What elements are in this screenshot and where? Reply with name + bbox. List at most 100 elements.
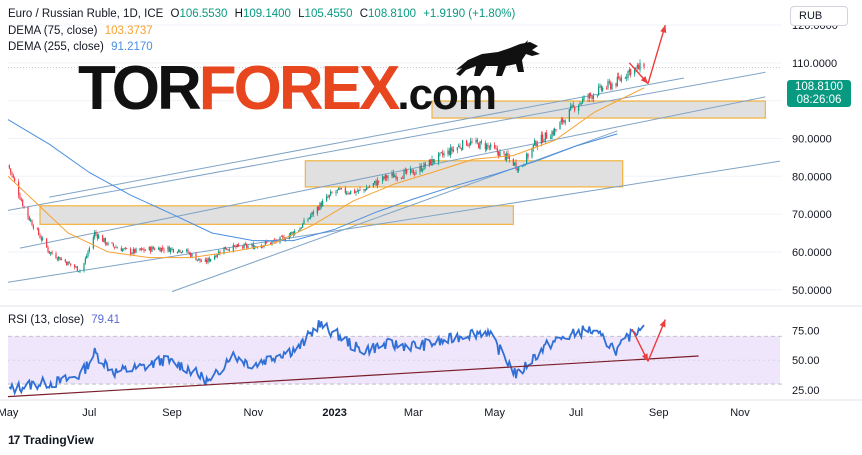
candle-body [302,223,304,228]
candle-body [550,137,552,140]
candle-body [507,153,509,158]
dema75-legend[interactable]: DEMA (75, close) 103.3737 [8,24,157,38]
candle-body [190,252,192,257]
candle-body [451,147,453,152]
rsi-legend[interactable]: RSI (13, close) 79.41 [8,313,124,327]
candle-body [14,178,16,182]
candle-body [440,152,442,153]
time-tick-label: Sep [649,407,669,419]
candle-body [178,249,180,252]
dema255-legend[interactable]: DEMA (255, close) 91.2170 [8,40,157,54]
candle-body [359,189,361,191]
candle-body [583,96,585,100]
candle-body [430,159,432,166]
candle-body [508,156,510,160]
rsi-tick-label: 25.00 [792,385,820,397]
candle-body [94,232,96,238]
candle-body [316,206,318,214]
candle-body [526,153,528,165]
candle-body [490,144,492,148]
candle-body [244,243,246,245]
candle-body [415,172,417,174]
candle-body [592,95,594,100]
candle-body [340,188,342,189]
candle-body [280,236,282,237]
candle-body [48,250,50,254]
candle-body [462,140,464,150]
candle-body [27,206,29,218]
dema255-value: 91.2170 [111,41,153,53]
candle-body [8,164,10,169]
trendline [19,96,766,249]
candle-body [196,259,198,261]
candle-body [535,140,537,147]
candle-body [598,86,600,96]
candle-body [238,244,240,247]
candle-body [104,237,106,245]
candle-body [431,158,433,166]
candle-body [620,77,622,82]
candle-body [150,246,152,252]
candle-body [384,174,386,179]
currency-button[interactable]: RUB [790,6,848,26]
candle-body [327,196,329,198]
candle-body [354,189,356,194]
candle-body [499,151,501,157]
candle-body [79,270,81,272]
candle-body [180,252,182,254]
candle-body [307,219,309,221]
price-axis[interactable]: 120.0000110.0000100.000090.000080.000070… [792,20,838,297]
candle-body [170,248,172,253]
candle-body [347,193,349,194]
candle-body [22,200,24,206]
time-axis[interactable]: May Jul Sep Nov 2023 Mar May Jul Sep Nov [0,399,862,419]
candle-body [114,246,116,248]
candle-body [496,148,498,153]
candle-body [375,181,377,186]
rsi-pane[interactable]: 75.00 50.00 25.00 [7,319,820,398]
candle-body [498,152,500,157]
candle-body [618,76,620,79]
candle-body [504,153,506,160]
candle-body [210,259,212,262]
candle-body [167,246,169,251]
candle-body [534,140,536,146]
candle-body [608,81,610,83]
candle-body [19,195,21,200]
candle-body [47,247,49,252]
candle-body [571,105,573,108]
logo-part-forex: FOREX [198,54,401,123]
candle-body [514,162,516,166]
candle-body [299,228,301,231]
symbol-title[interactable]: Euro / Russian Ruble, 1D, ICE [8,8,164,20]
candle-body [582,98,584,103]
candle-body [158,247,160,250]
candle-body [355,191,357,193]
candle-body [494,144,496,149]
candle-body [20,199,22,201]
candle-body [23,206,25,208]
candle-body [552,131,554,135]
high-label: H [234,8,243,20]
candle-body [459,146,461,148]
candle-body [376,180,378,186]
candle-body [402,177,404,179]
candle-body [588,93,590,99]
time-tick-label: Jul [569,407,583,419]
candle-body [540,134,542,144]
candle-body [98,235,100,239]
tradingview-branding[interactable]: 17 TradingView [8,433,94,447]
price-tick-label: 60.0000 [792,247,832,259]
candle-body [319,202,321,210]
logo-part-domain: .com [397,70,497,119]
candle-body [544,132,546,141]
candle-body [322,200,324,207]
candle-body [102,235,104,242]
candle-body [350,190,352,194]
candle-body [66,261,68,265]
high-value: 109.1400 [242,8,291,20]
candle-body [356,190,358,192]
candle-body [123,248,125,250]
candle-body [142,248,144,250]
